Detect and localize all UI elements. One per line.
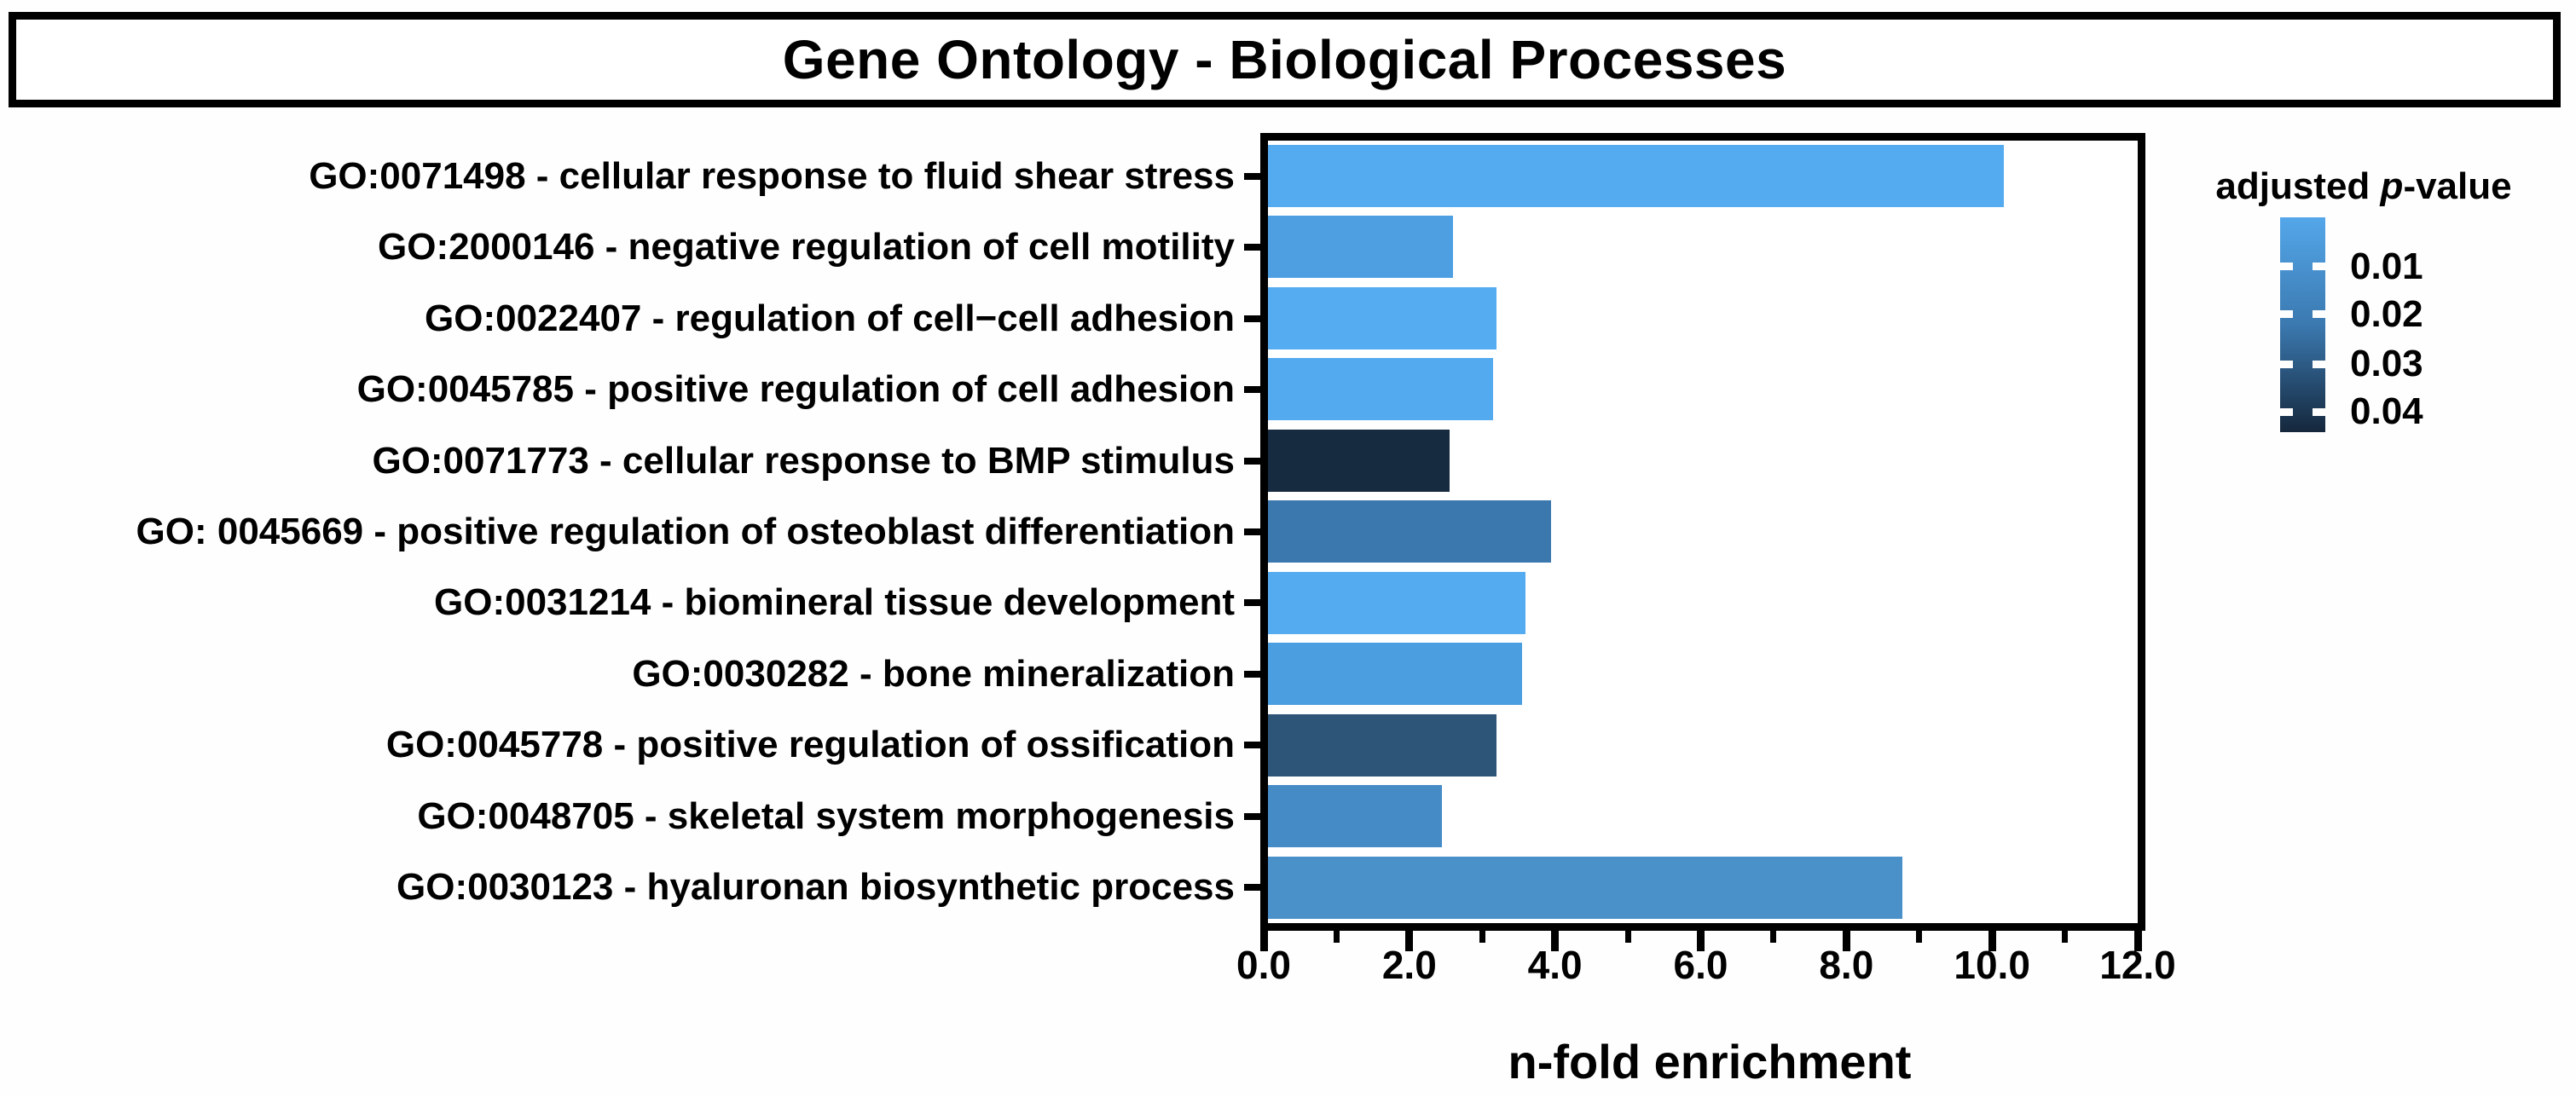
- bar: [1268, 785, 1442, 848]
- bar: [1268, 358, 1493, 421]
- bar: [1268, 856, 1902, 919]
- y-axis-label: GO:0045785 - positive regulation of cell…: [356, 368, 1235, 411]
- bar: [1268, 713, 1496, 777]
- y-axis-tick: [1244, 315, 1260, 322]
- x-axis-major-tick: [2133, 931, 2142, 951]
- y-axis-label: GO:0022407 - regulation of cell−cell adh…: [425, 297, 1235, 339]
- y-axis-label: GO:0030282 - bone mineralization: [632, 652, 1235, 695]
- x-axis-tick-label: 0.0: [1236, 943, 1291, 987]
- x-axis-major-tick: [1551, 931, 1560, 951]
- bar: [1268, 286, 1496, 349]
- bar: [1268, 429, 1450, 492]
- x-axis-major-tick: [1988, 931, 1996, 951]
- y-axis-tick: [1244, 528, 1260, 535]
- x-axis-title: n-fold enrichment: [1508, 1035, 1912, 1088]
- legend-title-prefix: adjusted: [2215, 165, 2381, 207]
- colorbar-notch: [2280, 360, 2293, 368]
- y-axis-tick: [1244, 244, 1260, 251]
- legend-tick-label: 0.01: [2350, 245, 2423, 287]
- x-axis-tick-label: 12.0: [2099, 943, 2176, 987]
- y-axis-label: GO:0031214 - biomineral tissue developme…: [434, 581, 1235, 624]
- y-axis-label: GO:0045778 - positive regulation of ossi…: [385, 724, 1235, 766]
- x-axis-tick-label: 10.0: [1954, 943, 2030, 987]
- x-axis-tick-label: 2.0: [1381, 943, 1437, 987]
- x-axis-minor-tick: [2062, 931, 2069, 943]
- legend-tick-label: 0.02: [2350, 292, 2423, 335]
- bar: [1268, 643, 1522, 706]
- x-axis-major-tick: [1259, 931, 1268, 951]
- legend-title: adjusted p-value: [2185, 165, 2543, 208]
- bar: [1268, 145, 2004, 207]
- x-axis-tick-label: 4.0: [1527, 943, 1583, 987]
- bar: [1268, 500, 1551, 563]
- colorbar-notch: [2313, 407, 2325, 416]
- bar: [1268, 571, 1525, 634]
- x-axis-major-tick: [1842, 931, 1850, 951]
- x-axis-major-tick: [1405, 931, 1414, 951]
- y-axis-tick: [1244, 172, 1260, 180]
- colorbar-notch: [2280, 263, 2293, 271]
- colorbar-notch: [2280, 407, 2293, 416]
- x-axis-major-tick: [1697, 931, 1705, 951]
- colorbar-notch: [2313, 310, 2325, 319]
- legend-tick-label: 0.04: [2350, 390, 2423, 433]
- y-axis-tick: [1244, 386, 1260, 394]
- bar: [1268, 216, 1453, 279]
- x-axis-minor-tick: [1916, 931, 1923, 943]
- y-axis-tick: [1244, 670, 1260, 678]
- x-axis-minor-tick: [1479, 931, 1485, 943]
- x-axis-minor-tick: [1770, 931, 1777, 943]
- y-axis-tick: [1244, 812, 1260, 820]
- y-axis-tick: [1244, 457, 1260, 465]
- y-axis-label: GO:0071773 - cellular response to BMP st…: [372, 439, 1235, 482]
- y-axis-tick: [1244, 884, 1260, 892]
- x-axis-minor-tick: [1624, 931, 1631, 943]
- colorbar-notch: [2313, 360, 2325, 368]
- y-axis-label: GO:0048705 - skeletal system morphogenes…: [417, 794, 1235, 837]
- x-axis-tick-label: 8.0: [1819, 943, 1874, 987]
- colorbar-notch: [2313, 263, 2325, 271]
- y-axis-label: GO:0071498 - cellular response to fluid …: [309, 154, 1235, 197]
- colorbar-gradient: [2280, 217, 2325, 432]
- legend-title-italic-p: p: [2380, 165, 2404, 207]
- x-axis-minor-tick: [1333, 931, 1340, 943]
- y-axis-label: GO: 0045669 - positive regulation of ost…: [136, 511, 1235, 552]
- y-axis-label: GO:0030123 - hyaluronan biosynthetic pro…: [397, 866, 1235, 909]
- chart-title: Gene Ontology - Biological Processes: [782, 29, 1787, 90]
- y-axis-tick: [1244, 599, 1260, 607]
- legend-tick-label: 0.03: [2350, 343, 2423, 385]
- y-axis-tick: [1244, 742, 1260, 749]
- bars-container: [1268, 141, 2138, 923]
- legend-title-suffix: -value: [2403, 165, 2512, 207]
- y-axis-label: GO:2000146 - negative regulation of cell…: [378, 226, 1235, 268]
- colorbar-notch: [2280, 310, 2293, 319]
- chart-title-box: Gene Ontology - Biological Processes: [9, 12, 2561, 107]
- x-axis-tick-label: 6.0: [1673, 943, 1728, 987]
